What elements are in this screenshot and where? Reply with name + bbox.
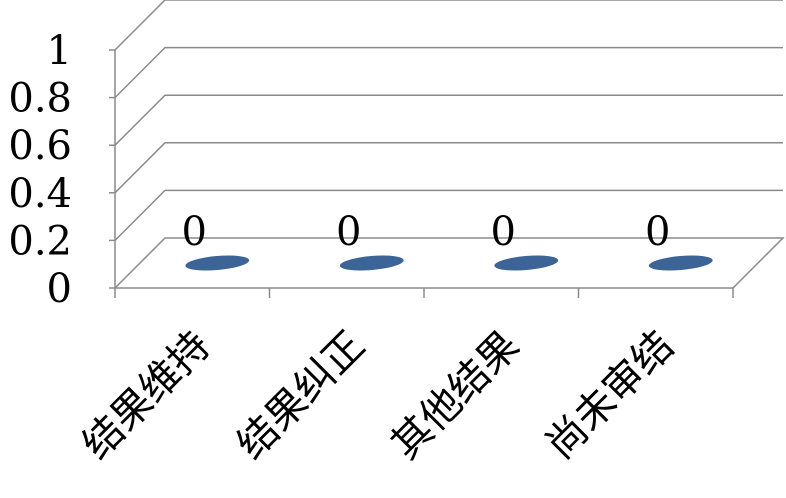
- category-label: 结果纠正: [228, 323, 374, 469]
- bar: [648, 255, 713, 271]
- bar: [339, 255, 404, 271]
- category-label: 尚未审结: [537, 323, 683, 469]
- y-tick-label: 0.8: [8, 76, 72, 122]
- axes: [109, 49, 785, 298]
- bar: [185, 255, 250, 271]
- category-label: 结果维持: [74, 323, 220, 469]
- gridline: [114, 189, 783, 241]
- data-label: 0: [491, 209, 516, 255]
- category-label: 其他结果: [383, 323, 529, 469]
- y-tick-labels: 00.20.40.60.81: [8, 28, 72, 312]
- y-tick-label: 0.2: [8, 218, 72, 264]
- gridlines: [114, 0, 783, 241]
- data-label: 0: [182, 209, 207, 255]
- gridline: [114, 94, 783, 146]
- category-labels: 结果维持 结果纠正 其他结果 尚未审结: [74, 323, 683, 469]
- y-tick-label: 0.4: [8, 171, 72, 217]
- data-label: 0: [336, 209, 361, 255]
- gridline: [114, 142, 783, 194]
- bars: [185, 255, 713, 271]
- y-tick-label: 0: [47, 266, 72, 312]
- gridline: [114, 0, 783, 51]
- data-label: 0: [645, 209, 670, 255]
- gridline: [114, 46, 783, 99]
- data-labels: 0 0 0 0: [182, 209, 671, 255]
- y-tick-label: 0.6: [8, 123, 72, 169]
- y-tick-label: 1: [47, 28, 72, 74]
- bar: [494, 255, 559, 271]
- floor-outline: [114, 237, 785, 289]
